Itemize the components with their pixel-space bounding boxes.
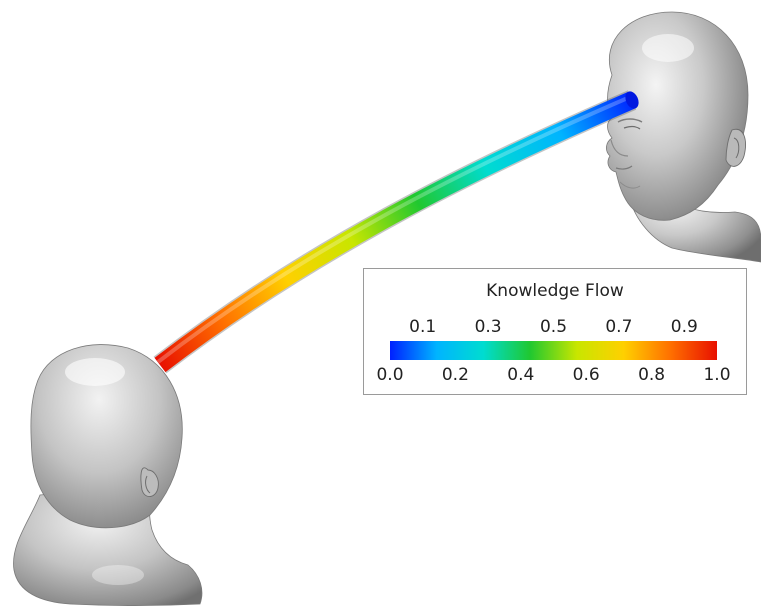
lower-tick-label: 0.0	[376, 365, 404, 385]
upper-tick-label: 0.5	[539, 317, 568, 337]
right-head	[606, 11, 761, 263]
knowledge-tube	[153, 90, 639, 374]
lower-tick-label: 0.2	[441, 365, 469, 385]
colorbar-upper-ticks: 0.1 0.3 0.5 0.7 0.9	[364, 317, 746, 337]
lower-tick-label: 0.8	[638, 365, 666, 385]
left-head	[13, 344, 203, 606]
colorbar-legend: Knowledge Flow 0.1 0.3 0.5 0.7 0.9 0.0 0.2 0.4…	[363, 268, 747, 395]
lower-tick-label: 0.6	[572, 365, 600, 385]
lower-tick-label: 0.4	[507, 365, 535, 385]
tube-end-cap	[625, 91, 639, 109]
upper-tick-label: 0.1	[409, 317, 437, 337]
legend-title: Knowledge Flow	[486, 281, 624, 301]
upper-tick-label: 0.9	[670, 317, 698, 337]
lower-tick-label: 1.0	[703, 365, 731, 385]
colorbar	[390, 341, 717, 360]
upper-tick-label: 0.7	[605, 317, 633, 337]
upper-tick-label: 0.3	[474, 317, 502, 337]
colorbar-lower-ticks: 0.0 0.2 0.4 0.6 0.8 1.0	[364, 365, 746, 385]
